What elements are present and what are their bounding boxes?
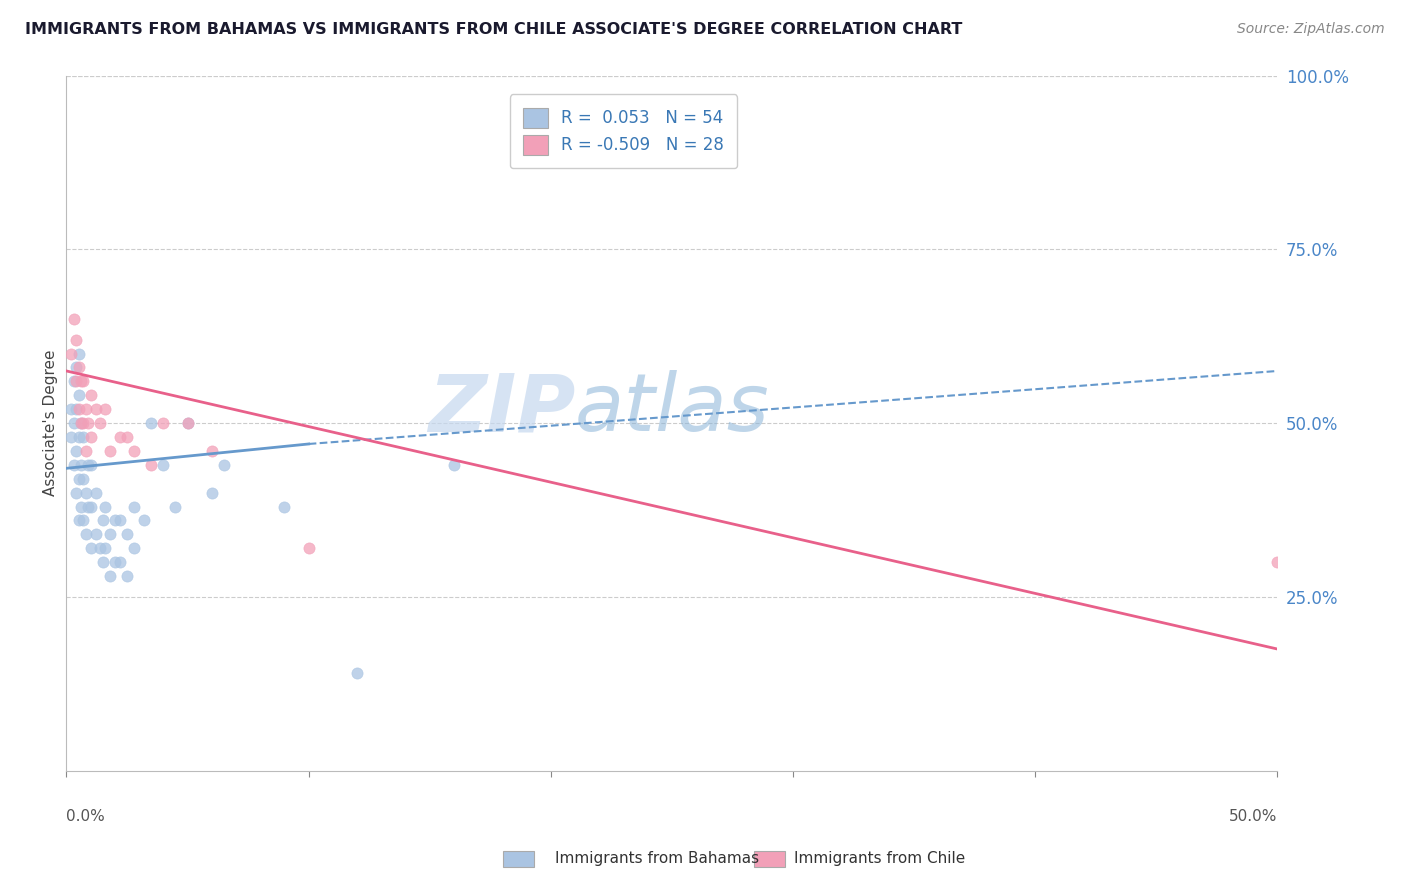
Point: [67, 402, 90, 417]
Point: [75, 402, 97, 417]
Point: [75, 444, 97, 458]
Point: [67, 360, 90, 375]
Point: [70, 458, 93, 472]
Point: [65, 485, 87, 500]
Text: atlas: atlas: [575, 370, 770, 448]
Point: [84, 527, 107, 541]
Point: [94, 541, 117, 556]
Point: [115, 569, 138, 583]
Point: [77, 416, 100, 430]
Text: 50.0%: 50.0%: [1229, 809, 1278, 824]
Point: [273, 500, 295, 514]
Point: [79, 430, 101, 444]
Point: [122, 541, 145, 556]
Point: [79, 500, 101, 514]
Point: [79, 458, 101, 472]
Point: [91, 555, 114, 569]
Point: [201, 485, 224, 500]
Text: 0.0%: 0.0%: [66, 809, 105, 824]
Point: [72, 430, 94, 444]
Point: [104, 555, 127, 569]
Point: [165, 500, 187, 514]
Point: [89, 541, 111, 556]
Point: [212, 458, 235, 472]
Point: [72, 416, 94, 430]
Point: [62, 416, 84, 430]
Text: Source: ZipAtlas.com: Source: ZipAtlas.com: [1237, 22, 1385, 37]
Point: [70, 375, 93, 389]
Point: [108, 513, 131, 527]
Point: [176, 416, 198, 430]
Point: [65, 375, 87, 389]
Point: [60, 430, 83, 444]
Point: [108, 430, 131, 444]
Point: [98, 569, 121, 583]
Point: [67, 472, 90, 486]
Point: [346, 666, 368, 681]
Point: [115, 527, 138, 541]
Point: [72, 375, 94, 389]
Point: [67, 513, 90, 527]
Point: [72, 513, 94, 527]
Point: [152, 458, 174, 472]
Point: [67, 388, 90, 402]
Point: [201, 444, 224, 458]
Point: [152, 416, 174, 430]
Point: [91, 513, 114, 527]
Point: [70, 416, 93, 430]
Point: [77, 500, 100, 514]
Point: [141, 458, 163, 472]
Point: [62, 311, 84, 326]
Text: ZIP: ZIP: [427, 370, 575, 448]
Y-axis label: Associate's Degree: Associate's Degree: [44, 350, 58, 496]
Point: [176, 416, 198, 430]
Point: [94, 402, 117, 417]
Point: [70, 416, 93, 430]
Point: [62, 458, 84, 472]
Point: [75, 485, 97, 500]
Point: [65, 360, 87, 375]
Point: [65, 444, 87, 458]
Point: [298, 541, 321, 556]
Point: [132, 513, 155, 527]
Point: [65, 402, 87, 417]
Point: [60, 346, 83, 360]
Point: [84, 485, 107, 500]
Point: [62, 375, 84, 389]
Point: [77, 458, 100, 472]
Point: [67, 346, 90, 360]
Point: [104, 513, 127, 527]
Point: [84, 402, 107, 417]
Point: [141, 416, 163, 430]
Point: [98, 527, 121, 541]
Point: [108, 555, 131, 569]
Point: [75, 527, 97, 541]
Point: [115, 430, 138, 444]
Point: [98, 444, 121, 458]
Text: IMMIGRANTS FROM BAHAMAS VS IMMIGRANTS FROM CHILE ASSOCIATE'S DEGREE CORRELATION : IMMIGRANTS FROM BAHAMAS VS IMMIGRANTS FR…: [25, 22, 963, 37]
Point: [122, 500, 145, 514]
Point: [89, 416, 111, 430]
Point: [94, 500, 117, 514]
Point: [60, 402, 83, 417]
Point: [443, 458, 465, 472]
Point: [79, 388, 101, 402]
Point: [65, 333, 87, 347]
Point: [72, 472, 94, 486]
Point: [122, 444, 145, 458]
Legend: R =  0.053   N = 54, R = -0.509   N = 28: R = 0.053 N = 54, R = -0.509 N = 28: [509, 95, 738, 169]
Point: [1267, 555, 1289, 569]
Point: [79, 541, 101, 556]
Point: [70, 500, 93, 514]
Point: [67, 430, 90, 444]
Text: Immigrants from Bahamas: Immigrants from Bahamas: [555, 851, 759, 865]
Text: Immigrants from Chile: Immigrants from Chile: [794, 851, 966, 865]
